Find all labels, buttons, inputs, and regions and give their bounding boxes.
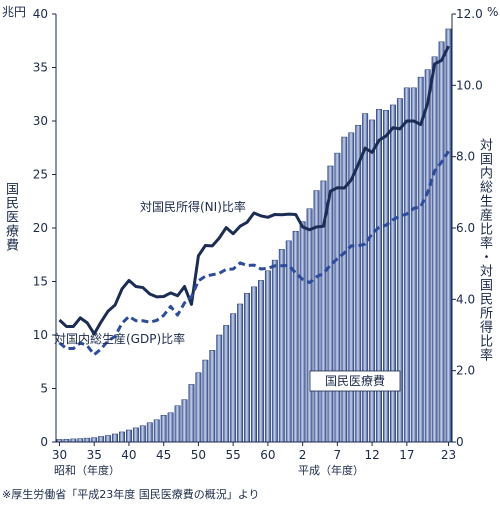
- bar-1995: [334, 152, 341, 443]
- bar-1987: [278, 249, 285, 443]
- bar-1982: [244, 293, 251, 443]
- bar-1986: [271, 259, 278, 443]
- heisei-era-label: 平成（年度）: [298, 463, 364, 477]
- bar-1973: [181, 399, 188, 443]
- left-tick-label: 40: [33, 7, 48, 21]
- bar-1980: [230, 313, 237, 443]
- bar-label-box: [309, 370, 401, 392]
- bar-1974: [188, 384, 195, 443]
- bar-2010: [438, 41, 445, 443]
- left-tick-label: 20: [33, 221, 48, 235]
- right-tick-label: 0: [456, 435, 464, 449]
- ni-ratio-annotation: 対国民所得(NI)比率: [140, 199, 246, 214]
- bar-1978: [216, 334, 223, 443]
- bars-layer: [56, 28, 452, 443]
- bar-1968: [146, 422, 153, 443]
- x-tick-label: 60: [260, 448, 275, 462]
- bar-2002: [383, 110, 389, 443]
- left-tick-label: 10: [33, 328, 48, 342]
- source-note: ※厚生労働省「平成23年度 国民医療費の概況」より: [2, 488, 260, 501]
- gdp-ratio-line: [58, 150, 450, 357]
- x-tick-label: 35: [87, 448, 102, 462]
- bar-1989: [292, 230, 299, 443]
- x-tick-label: 7: [334, 448, 342, 462]
- bar-1959: [84, 437, 91, 443]
- bar-1958: [77, 438, 84, 443]
- axes-layer: 0 5 10 15 20 25 30 35 40 兆円 0 2.0 4.0 6.0 8.0 10.0 12.0%…: [2, 5, 498, 477]
- x-tick-label: 50: [191, 448, 206, 462]
- showa-era-label: 昭和（年度）: [54, 463, 120, 477]
- bar-1976: [202, 359, 209, 443]
- bar-1967: [139, 425, 146, 443]
- ni-ratio-line: [58, 45, 450, 336]
- left-tick-label: 0: [40, 435, 48, 449]
- bar-1998: [355, 125, 362, 443]
- left-tick-label: 15: [33, 275, 48, 289]
- left-tick-label: 30: [33, 114, 48, 128]
- bar-2011: [445, 28, 452, 443]
- x-tick-label: 30: [52, 448, 67, 462]
- bar-1991: [306, 208, 313, 443]
- bar-1963: [112, 433, 119, 443]
- right-axis-label: 対国内総生産比率・対国民所得比率: [477, 138, 492, 362]
- bar-1966: [132, 427, 139, 443]
- bar-1988: [285, 240, 292, 443]
- left-tick-label: 35: [33, 61, 48, 75]
- bar-2000: [369, 119, 376, 443]
- bar-series-annotation: 国民医療費: [325, 373, 385, 388]
- left-tick-label: 25: [33, 168, 48, 182]
- gdp-ratio-annotation: 対国内総生産(GDP)比率: [54, 331, 185, 346]
- bar-1999: [362, 113, 369, 443]
- right-axis-unit: %: [487, 5, 498, 19]
- bar-1971: [167, 412, 174, 443]
- right-tick-label: 8.0: [456, 150, 475, 164]
- x-tick-label: 55: [226, 448, 241, 462]
- bar-2009: [431, 56, 438, 443]
- bar-1977: [209, 350, 216, 443]
- x-tick-label: 12: [364, 448, 379, 462]
- bar-2008: [424, 69, 431, 443]
- bar-1979: [223, 325, 230, 443]
- bar-1965: [125, 429, 132, 443]
- left-axis-unit: 兆円: [2, 5, 26, 19]
- right-tick-label: 2.0: [456, 364, 475, 378]
- bar-1961: [98, 436, 105, 443]
- right-tick-label: 6.0: [456, 221, 475, 235]
- bar-2003: [389, 104, 396, 443]
- bar-1964: [119, 431, 125, 443]
- bar-2006: [410, 87, 417, 443]
- bar-1972: [174, 405, 181, 443]
- bar-1996: [341, 136, 348, 443]
- lines-layer: [58, 45, 450, 357]
- x-tick-label: 2: [299, 448, 307, 462]
- right-tick-label: 10.0: [456, 78, 483, 92]
- x-tick-label: 23: [441, 448, 456, 462]
- right-tick-label: 12.0: [456, 7, 483, 21]
- bar-1969: [153, 419, 160, 443]
- bar-1981: [237, 303, 244, 443]
- x-tick-label: 40: [121, 448, 136, 462]
- bar-1983: [251, 286, 257, 443]
- bar-1962: [105, 435, 112, 443]
- bar-1970: [160, 415, 167, 443]
- bar-1985: [264, 270, 271, 443]
- bar-1984: [257, 280, 264, 443]
- bar-2001: [376, 108, 383, 443]
- left-tick-label: 5: [40, 382, 48, 396]
- bar-1975: [195, 372, 202, 443]
- x-tick-label: 45: [156, 448, 171, 462]
- x-tick-label: 17: [399, 448, 414, 462]
- left-axis-label: 国民医療費: [3, 182, 18, 252]
- bar-2007: [417, 76, 424, 443]
- bar-2005: [403, 87, 410, 443]
- bar-1960: [91, 437, 98, 443]
- right-tick-label: 4.0: [456, 292, 475, 306]
- bar-1990: [299, 221, 306, 443]
